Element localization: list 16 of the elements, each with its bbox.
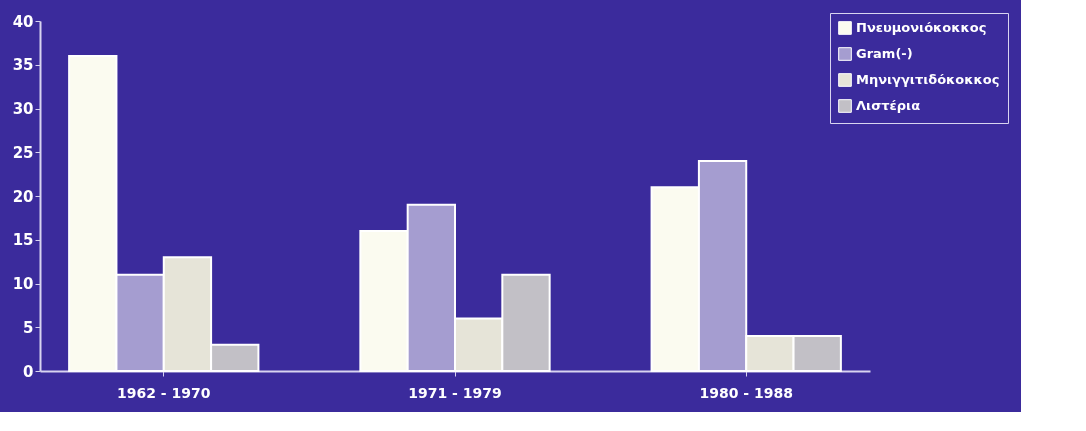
y-tick-label: 30 (12, 100, 34, 118)
y-tick-label: 20 (12, 187, 34, 206)
y-tick-label: 0 (23, 362, 34, 381)
x-tick-label: 1962 - 1970 (117, 384, 211, 401)
x-tick-label: 1971 - 1979 (408, 384, 502, 401)
x-tick-label: 1980 - 1988 (699, 384, 793, 401)
legend-label: Λιστέρια (856, 98, 921, 113)
y-tick-label: 15 (12, 231, 34, 250)
y-tick-label: 35 (12, 56, 34, 75)
y-tick-label: 25 (12, 143, 34, 162)
y-tick-label: 40 (12, 12, 34, 31)
y-tick-label: 5 (23, 318, 34, 337)
legend-label: Gram(-) (856, 46, 913, 61)
legend-label: Πνευμονιόκοκκος (856, 20, 987, 35)
legend-label: Μηνιγγιτιδόκοκκος (856, 72, 1000, 87)
y-tick-label: 10 (12, 275, 34, 293)
